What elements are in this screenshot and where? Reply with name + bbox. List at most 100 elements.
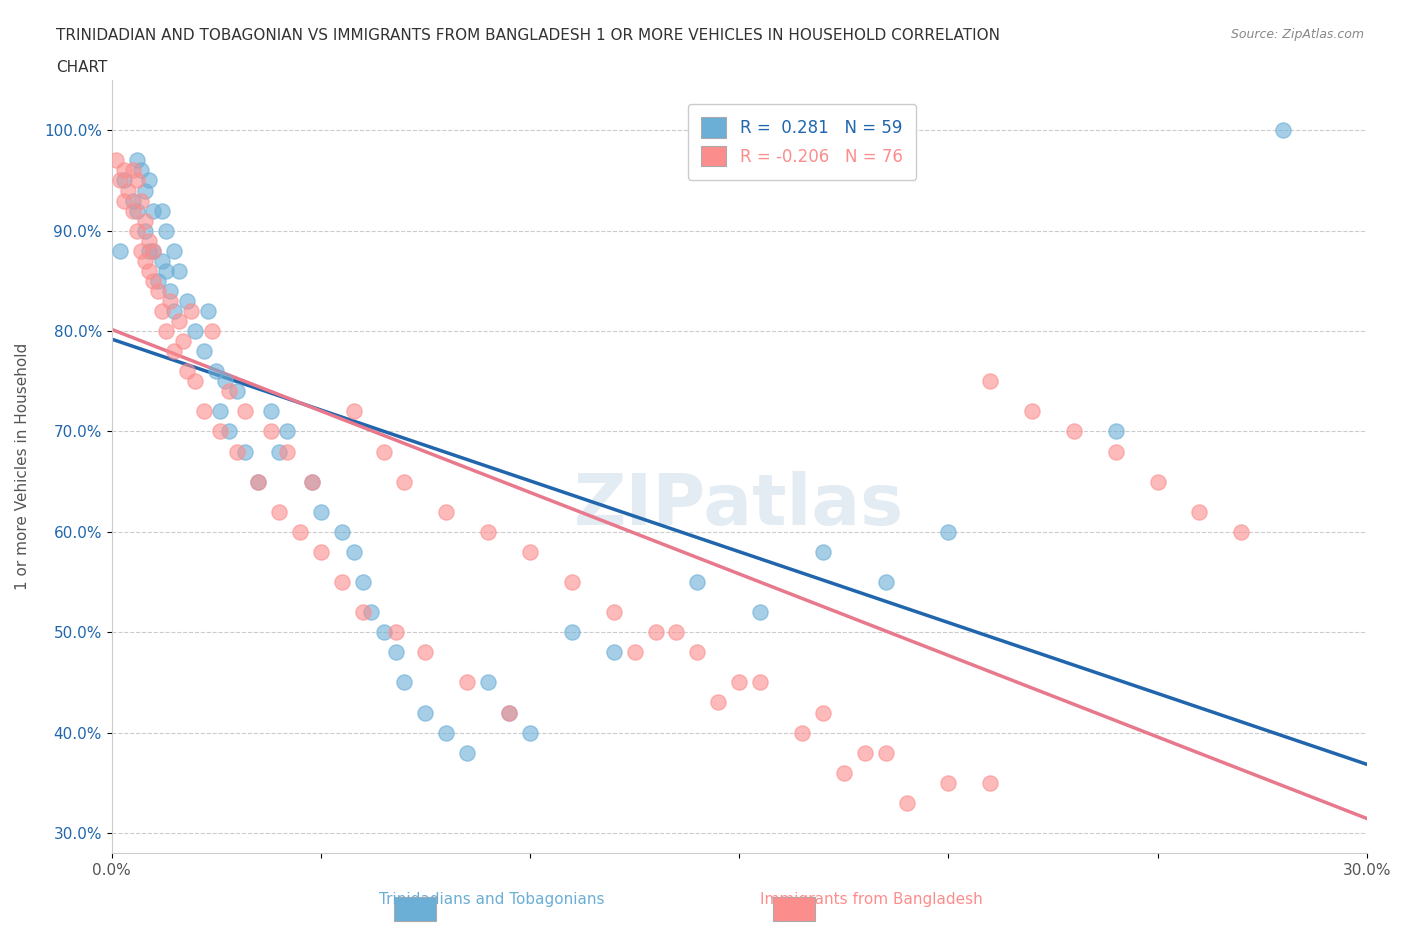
Point — [415, 644, 437, 659]
Point — [108, 244, 131, 259]
Point — [163, 344, 186, 359]
Point — [352, 575, 374, 590]
Point — [276, 445, 298, 459]
Point — [811, 544, 834, 559]
Point — [979, 374, 1001, 389]
Text: Trinidadians and Tobagonians: Trinidadians and Tobagonians — [380, 892, 605, 907]
Point — [360, 604, 382, 619]
Point — [129, 244, 152, 259]
Text: Source: ZipAtlas.com: Source: ZipAtlas.com — [1230, 28, 1364, 41]
Point — [155, 324, 177, 339]
Point — [117, 183, 139, 198]
Point — [235, 404, 257, 418]
Point — [1105, 424, 1128, 439]
Point — [434, 725, 457, 740]
Point — [129, 163, 152, 178]
Point — [201, 324, 224, 339]
Point — [875, 745, 897, 760]
Point — [142, 244, 165, 259]
Point — [125, 153, 148, 167]
Point — [456, 675, 478, 690]
Point — [373, 625, 395, 640]
Point — [1272, 123, 1295, 138]
Point — [938, 776, 960, 790]
Point — [138, 173, 160, 188]
Point — [477, 525, 499, 539]
Point — [728, 675, 751, 690]
Point — [309, 544, 332, 559]
Point — [218, 384, 240, 399]
Point — [498, 705, 520, 720]
Point — [167, 313, 190, 328]
Point — [394, 474, 416, 489]
Point — [121, 163, 143, 178]
Point — [259, 424, 281, 439]
Point — [167, 263, 190, 278]
Point — [226, 445, 249, 459]
Point — [163, 303, 186, 318]
Point — [330, 525, 353, 539]
Text: Immigrants from Bangladesh: Immigrants from Bangladesh — [761, 892, 983, 907]
Point — [373, 445, 395, 459]
Point — [155, 263, 177, 278]
Point — [155, 223, 177, 238]
Point — [138, 263, 160, 278]
Point — [1230, 525, 1253, 539]
Text: ZIPatlas: ZIPatlas — [574, 471, 904, 539]
Point — [896, 795, 918, 810]
Point — [686, 644, 709, 659]
Point — [790, 725, 813, 740]
Point — [184, 324, 207, 339]
Point — [125, 223, 148, 238]
Point — [184, 374, 207, 389]
Point — [519, 725, 541, 740]
Point — [602, 604, 624, 619]
Point — [159, 284, 181, 299]
Point — [875, 575, 897, 590]
Point — [142, 244, 165, 259]
Point — [1188, 504, 1211, 519]
Point — [1021, 404, 1043, 418]
Point — [301, 474, 323, 489]
Point — [214, 374, 236, 389]
Y-axis label: 1 or more Vehicles in Household: 1 or more Vehicles in Household — [15, 343, 30, 591]
Point — [159, 294, 181, 309]
Point — [749, 604, 772, 619]
Point — [811, 705, 834, 720]
Point — [259, 404, 281, 418]
Point — [209, 404, 232, 418]
Point — [602, 644, 624, 659]
Point — [163, 244, 186, 259]
Point — [104, 153, 127, 167]
Point — [108, 173, 131, 188]
Point — [385, 644, 408, 659]
Point — [938, 525, 960, 539]
Point — [218, 424, 240, 439]
Point — [749, 675, 772, 690]
Point — [623, 644, 645, 659]
Point — [301, 474, 323, 489]
Point — [235, 445, 257, 459]
Point — [134, 253, 156, 268]
Point — [561, 625, 583, 640]
Point — [456, 745, 478, 760]
Point — [498, 705, 520, 720]
Point — [519, 544, 541, 559]
Point — [247, 474, 270, 489]
Point — [385, 625, 408, 640]
Point — [176, 364, 198, 379]
Legend: R =  0.281   N = 59, R = -0.206   N = 76: R = 0.281 N = 59, R = -0.206 N = 76 — [688, 104, 915, 179]
Point — [125, 173, 148, 188]
Point — [134, 213, 156, 228]
Point — [142, 203, 165, 218]
Point — [394, 675, 416, 690]
Point — [146, 284, 169, 299]
Point — [134, 183, 156, 198]
Point — [352, 604, 374, 619]
Point — [979, 776, 1001, 790]
Point — [561, 575, 583, 590]
Point — [267, 504, 290, 519]
Point — [247, 474, 270, 489]
Point — [172, 334, 194, 349]
Point — [434, 504, 457, 519]
